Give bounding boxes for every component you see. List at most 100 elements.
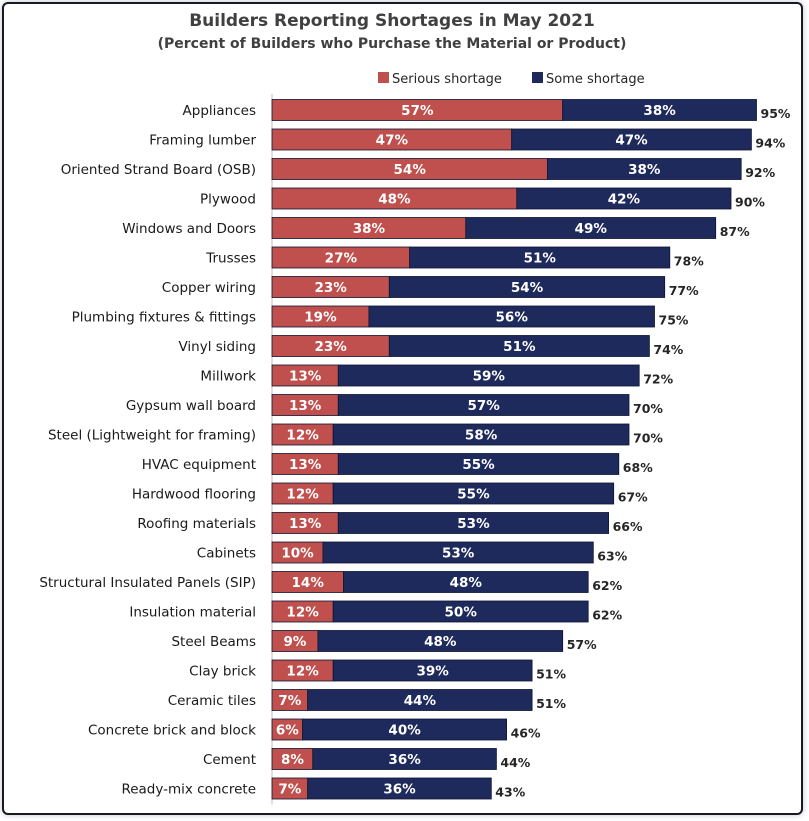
category-label: Windows and Doors xyxy=(122,221,256,237)
data-label-serious: 23% xyxy=(314,339,347,355)
bar-row: Ceramic tiles 7% 44% 51% xyxy=(168,689,566,711)
category-label: Trusses xyxy=(205,251,256,267)
data-label-some: 58% xyxy=(465,428,498,444)
bar-some-shortage xyxy=(547,158,742,180)
data-label-some: 47% xyxy=(615,133,648,149)
data-label-serious: 12% xyxy=(286,487,319,503)
total-label: 78% xyxy=(674,254,704,269)
data-label-some: 40% xyxy=(388,723,421,739)
total-label: 92% xyxy=(745,165,775,180)
category-label: Plywood xyxy=(200,192,256,208)
bar-row: Plywood 48% 42% 90% xyxy=(200,187,765,210)
data-label-serious: 54% xyxy=(394,162,427,178)
total-label: 95% xyxy=(761,106,791,121)
total-label: 51% xyxy=(536,667,566,682)
bar-some-shortage xyxy=(332,659,533,682)
data-label-serious: 12% xyxy=(286,664,319,680)
total-label: 62% xyxy=(592,578,622,593)
category-label: Structural Insulated Panels (SIP) xyxy=(39,575,256,591)
total-label: 87% xyxy=(720,224,750,239)
data-label-serious: 23% xyxy=(314,280,347,296)
bar-row: Concrete brick and block 6% 40% 46% xyxy=(88,718,541,741)
data-label-serious: 10% xyxy=(281,546,314,562)
bar-some-shortage xyxy=(337,394,630,416)
total-label: 77% xyxy=(669,283,699,298)
stacked-bar-chart: Builders Reporting Shortages in May 2021… xyxy=(39,11,791,805)
category-label: Steel Beams xyxy=(171,634,256,650)
category-label: Ceramic tiles xyxy=(168,693,256,709)
data-label-some: 36% xyxy=(383,782,416,798)
data-label-some: 42% xyxy=(608,192,641,208)
category-label: Concrete brick and block xyxy=(88,723,256,739)
bar-some-shortage xyxy=(307,689,533,711)
category-label: Cement xyxy=(203,752,256,768)
legend-label-serious: Serious shortage xyxy=(392,72,502,87)
data-label-some: 48% xyxy=(450,575,483,591)
category-label: Plumbing fixtures & fittings xyxy=(72,310,256,326)
total-label: 75% xyxy=(659,313,689,328)
bar-some-shortage xyxy=(332,423,630,446)
category-label: Insulation material xyxy=(129,605,256,621)
bar-row: Cabinets 10% 53% 63% xyxy=(197,541,628,564)
total-label: 63% xyxy=(597,549,627,564)
bar-some-shortage xyxy=(332,600,589,623)
category-label: HVAC equipment xyxy=(142,457,256,473)
data-label-serious: 9% xyxy=(283,634,306,650)
bar-row: Plumbing fixtures & fittings 19% 56% 75% xyxy=(72,305,689,328)
data-label-serious: 38% xyxy=(353,221,386,237)
bar-row: Gypsum wall board 13% 57% 70% xyxy=(126,394,663,416)
data-label-serious: 47% xyxy=(376,133,409,149)
bar-row: Roofing materials 13% 53% 66% xyxy=(137,512,643,534)
bar-some-shortage xyxy=(368,305,655,328)
bar-some-shortage xyxy=(409,246,671,269)
category-label: Oriented Strand Board (OSB) xyxy=(61,162,256,178)
data-label-serious: 19% xyxy=(304,310,337,326)
data-label-some: 50% xyxy=(445,605,478,621)
total-label: 70% xyxy=(633,401,663,416)
data-label-some: 49% xyxy=(575,221,608,237)
total-label: 46% xyxy=(511,726,541,741)
bar-row: Trusses 27% 51% 78% xyxy=(205,246,704,269)
total-label: 90% xyxy=(735,195,765,210)
bar-row: Vinyl siding 23% 51% 74% xyxy=(178,335,684,357)
bar-some-shortage xyxy=(322,541,594,564)
bar-some-shortage xyxy=(312,748,497,770)
data-label-serious: 12% xyxy=(286,605,319,621)
category-label: Millwork xyxy=(200,369,256,385)
bar-some-shortage xyxy=(465,217,717,239)
data-label-serious: 57% xyxy=(401,103,434,119)
bar-row: Cement 8% 36% 44% xyxy=(203,748,531,770)
data-label-some: 38% xyxy=(628,162,661,178)
data-label-serious: 12% xyxy=(286,428,319,444)
category-label: Vinyl siding xyxy=(178,339,256,355)
total-label: 70% xyxy=(633,431,663,446)
data-label-some: 48% xyxy=(424,634,457,650)
chart-subtitle: (Percent of Builders who Purchase the Ma… xyxy=(158,36,627,52)
bar-some-shortage xyxy=(317,630,564,652)
category-label: Roofing materials xyxy=(137,516,256,532)
data-label-serious: 13% xyxy=(289,369,322,385)
bar-row: Millwork 13% 59% 72% xyxy=(200,364,674,387)
data-label-serious: 7% xyxy=(278,693,301,709)
data-label-some: 59% xyxy=(473,369,506,385)
plot-area: Appliances 57% 38% 95% Framing lumber 47% 47% 9… xyxy=(39,94,791,805)
data-label-some: 36% xyxy=(388,752,421,768)
bar-row: Steel (Lightweight for framing) 12% 58% 70% xyxy=(48,423,663,446)
bar-row: Structural Insulated Panels (SIP) 14% 48% 6… xyxy=(39,571,623,593)
category-label: Appliances xyxy=(183,103,256,119)
bar-some-shortage xyxy=(562,99,757,121)
data-label-some: 53% xyxy=(457,516,490,532)
data-label-some: 56% xyxy=(496,310,529,326)
data-label-some: 53% xyxy=(442,546,475,562)
legend: Serious shortage Some shortage xyxy=(378,72,645,87)
bar-some-shortage xyxy=(342,571,589,593)
data-label-some: 51% xyxy=(524,251,557,267)
total-label: 67% xyxy=(618,490,648,505)
bar-row: Appliances 57% 38% 95% xyxy=(183,99,791,121)
total-label: 94% xyxy=(755,136,785,151)
bar-row: Ready-mix concrete 7% 36% 43% xyxy=(121,777,526,800)
bar-row: Windows and Doors 38% 49% 87% xyxy=(122,217,750,239)
total-label: 68% xyxy=(623,460,653,475)
bar-row: Oriented Strand Board (OSB) 54% 38% 92% xyxy=(61,158,776,180)
bar-row: Hardwood flooring 12% 55% 67% xyxy=(132,482,648,505)
